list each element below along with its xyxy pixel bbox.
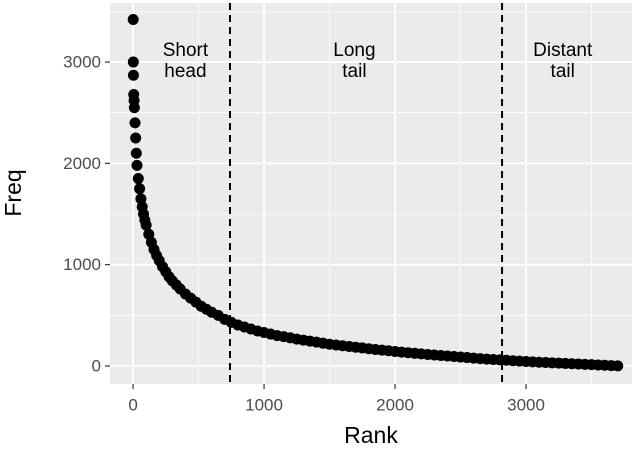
annotation: tail [551, 61, 575, 82]
annotation: Distant [533, 40, 593, 61]
x-tick-label: 3000 [507, 395, 545, 414]
point [127, 56, 139, 68]
x-tick-label: 2000 [376, 395, 414, 414]
point [127, 69, 139, 81]
point [134, 183, 146, 195]
point [128, 102, 140, 114]
y-tick-label: 1000 [63, 255, 101, 274]
x-tick-label: 0 [128, 395, 137, 414]
point [129, 117, 141, 129]
annotation: tail [342, 61, 366, 82]
point [140, 219, 152, 231]
point [131, 159, 143, 171]
y-tick-label: 0 [92, 356, 101, 375]
point [130, 147, 142, 159]
point [127, 14, 139, 26]
point [132, 173, 144, 185]
annotation: Short [163, 40, 209, 61]
y-axis-title: Freq [0, 169, 26, 216]
panel [110, 3, 632, 384]
point [612, 360, 624, 372]
y-tick-label: 2000 [63, 154, 101, 173]
y-tick-label: 3000 [63, 53, 101, 72]
x-axis-title: Rank [344, 422, 398, 448]
annotation: Long [333, 40, 375, 61]
x-tick-label: 1000 [245, 395, 283, 414]
point [130, 132, 142, 144]
annotation: head [164, 61, 206, 82]
point [135, 193, 147, 205]
